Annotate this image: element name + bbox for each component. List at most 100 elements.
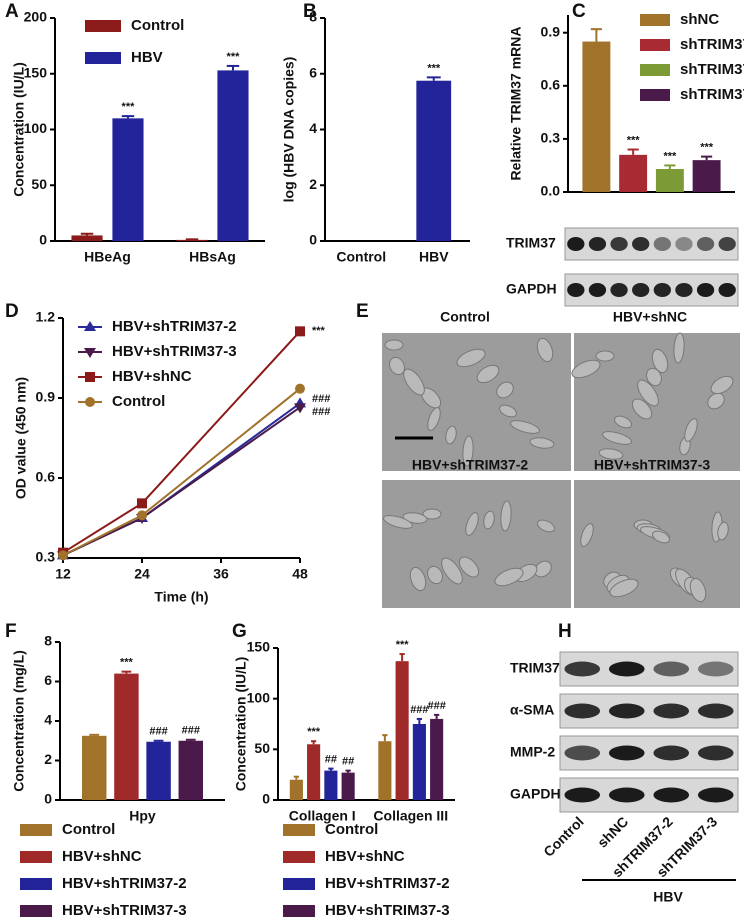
cell [571,359,601,379]
cell [403,368,425,396]
panel-letter: A [5,1,19,22]
y-axis-label: log (HBV DNA copies) [281,57,297,203]
blot-band [718,282,736,298]
cell [409,566,427,592]
significance-label: ### [410,704,428,716]
y-tick-label: 0 [262,791,270,807]
blot-band [564,787,601,803]
cell [427,565,443,585]
cell [389,356,405,376]
blot-band [567,236,585,252]
y-tick-label: 200 [24,9,48,25]
marker [58,550,68,561]
group-label: HBV [653,889,683,905]
y-tick-label: 50 [31,176,47,192]
blot-band [608,703,645,719]
cell [689,577,707,603]
blot-band [653,745,690,761]
legend-swatch [85,20,121,32]
significance-label: *** [122,101,136,113]
marker [84,348,96,358]
legend-swatch [640,14,670,26]
bar [146,741,171,800]
cell [536,337,554,363]
micrograph [382,480,571,608]
legend-label: shTRIM37-2 [680,61,744,78]
bar [114,673,139,800]
cell [707,392,725,410]
bar [395,661,409,800]
significance-label: ### [182,725,200,737]
x-tick-label: Hpy [129,808,156,824]
legend-label: Control [131,17,184,34]
bar [112,118,144,241]
x-tick-label: 48 [292,566,308,582]
cell [499,404,517,418]
legend-label: shTRIM37-1 [680,36,744,53]
blot-band [608,745,645,761]
bar [82,735,107,800]
cell [510,420,540,434]
cell [614,415,632,429]
blot-band [696,282,715,298]
cell [580,523,594,547]
x-tick-label: Collagen I [289,808,356,824]
significance-label: *** [627,134,641,146]
blot-band [697,703,734,719]
cell [462,435,474,467]
y-tick-label: 50 [254,740,270,756]
legend-label: HBV+shTRIM37-3 [62,902,187,919]
legend-swatch [20,824,52,836]
blot-band [588,282,607,298]
y-tick-label: 150 [247,639,271,655]
image-label: HBV+shTRIM37-3 [594,457,711,473]
marker [294,403,306,414]
y-tick-label: 0.3 [36,549,56,565]
blot-band [653,282,671,298]
blot-band [564,703,601,719]
image-label: Control [440,309,490,325]
significance-label: ### [149,726,167,738]
y-tick-label: 0 [39,232,47,248]
significance-label: ## [325,753,337,765]
cell [483,510,495,530]
blot-label: GAPDH [510,786,561,802]
image-label: HBV+shNC [613,309,687,325]
blot-label: α-SMA [510,702,554,718]
blot-label: GAPDH [506,281,557,297]
y-tick-label: 0.0 [541,183,561,199]
legend-label: HBV+shTRIM37-2 [62,875,187,892]
legend-label: HBV+shTRIM37-3 [112,343,237,360]
legend-label: Control [112,393,165,410]
blot-label: MMP-2 [510,744,555,760]
blot-band [632,282,650,298]
x-tick-label: HBeAg [84,249,131,265]
y-axis-label: Concentration (mg/L) [11,650,27,792]
x-tick-label: 24 [134,566,150,582]
blot-band [718,236,736,252]
cell [441,557,463,585]
bar [619,154,648,192]
y-tick-label: 0.9 [541,23,561,39]
cell [465,512,479,536]
bar [655,168,684,192]
bar [692,160,721,192]
y-axis-label: OD value (450 nm) [13,377,29,499]
y-tick-label: 100 [247,689,271,705]
bar [412,724,426,800]
marker [137,510,147,521]
bar [289,779,303,800]
significance-label: *** [307,726,321,738]
y-tick-label: 2 [309,176,317,192]
blot-band [697,787,734,803]
y-axis-label: Concentration (IU/L) [11,62,27,197]
legend-label: HBV+shNC [112,368,192,385]
cell [609,578,639,598]
cell [529,437,555,449]
bar [416,80,452,241]
blot-band [610,282,628,298]
legend-label: HBV+shTRIM37-2 [112,318,237,335]
legend-label: HBV+shNC [62,848,142,865]
legend-swatch [283,878,315,890]
blot-band [675,282,693,298]
